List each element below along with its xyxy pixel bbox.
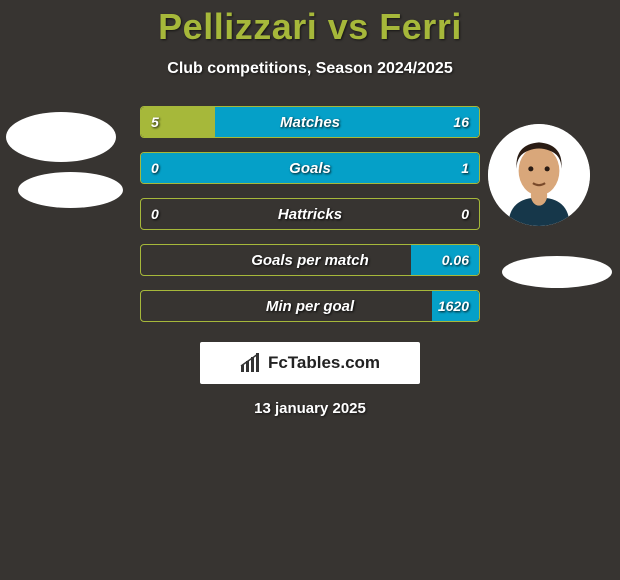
stat-value-right: 1620 — [438, 291, 469, 321]
avatar-placeholder-left-2 — [18, 172, 123, 208]
stat-fill-right — [215, 107, 479, 137]
comparison-card: Pellizzari vs Ferri Club competitions, S… — [0, 0, 620, 580]
subtitle: Club competitions, Season 2024/2025 — [167, 60, 452, 78]
avatar-placeholder-left-1 — [6, 112, 116, 162]
site-logo[interactable]: FcTables.com — [200, 342, 420, 384]
avatar-icon — [488, 124, 590, 226]
stat-label: Min per goal — [141, 291, 479, 321]
stat-row: 0.06Goals per match — [140, 244, 480, 276]
stat-value-left: 0 — [151, 153, 159, 183]
stat-row: 01Goals — [140, 152, 480, 184]
stat-value-right: 16 — [453, 107, 469, 137]
date-label: 13 january 2025 — [254, 400, 366, 417]
player-avatar-right — [488, 124, 590, 226]
page-title: Pellizzari vs Ferri — [158, 6, 462, 48]
stat-value-right: 0.06 — [442, 245, 469, 275]
stat-value-left: 0 — [151, 199, 159, 229]
stat-value-right: 1 — [461, 153, 469, 183]
stat-fill-right — [141, 153, 479, 183]
bar-chart-icon — [240, 353, 262, 373]
stat-row: 1620Min per goal — [140, 290, 480, 322]
stat-label: Hattricks — [141, 199, 479, 229]
logo-text: FcTables.com — [268, 353, 380, 373]
stat-row: 516Matches — [140, 106, 480, 138]
avatar-placeholder-right-2 — [502, 256, 612, 288]
stat-value-left: 5 — [151, 107, 159, 137]
stat-value-right: 0 — [461, 199, 469, 229]
stat-row: 0 0Hattricks — [140, 198, 480, 230]
stats-container: 516Matches01Goals00Hattricks0.06Goals pe… — [140, 106, 480, 322]
